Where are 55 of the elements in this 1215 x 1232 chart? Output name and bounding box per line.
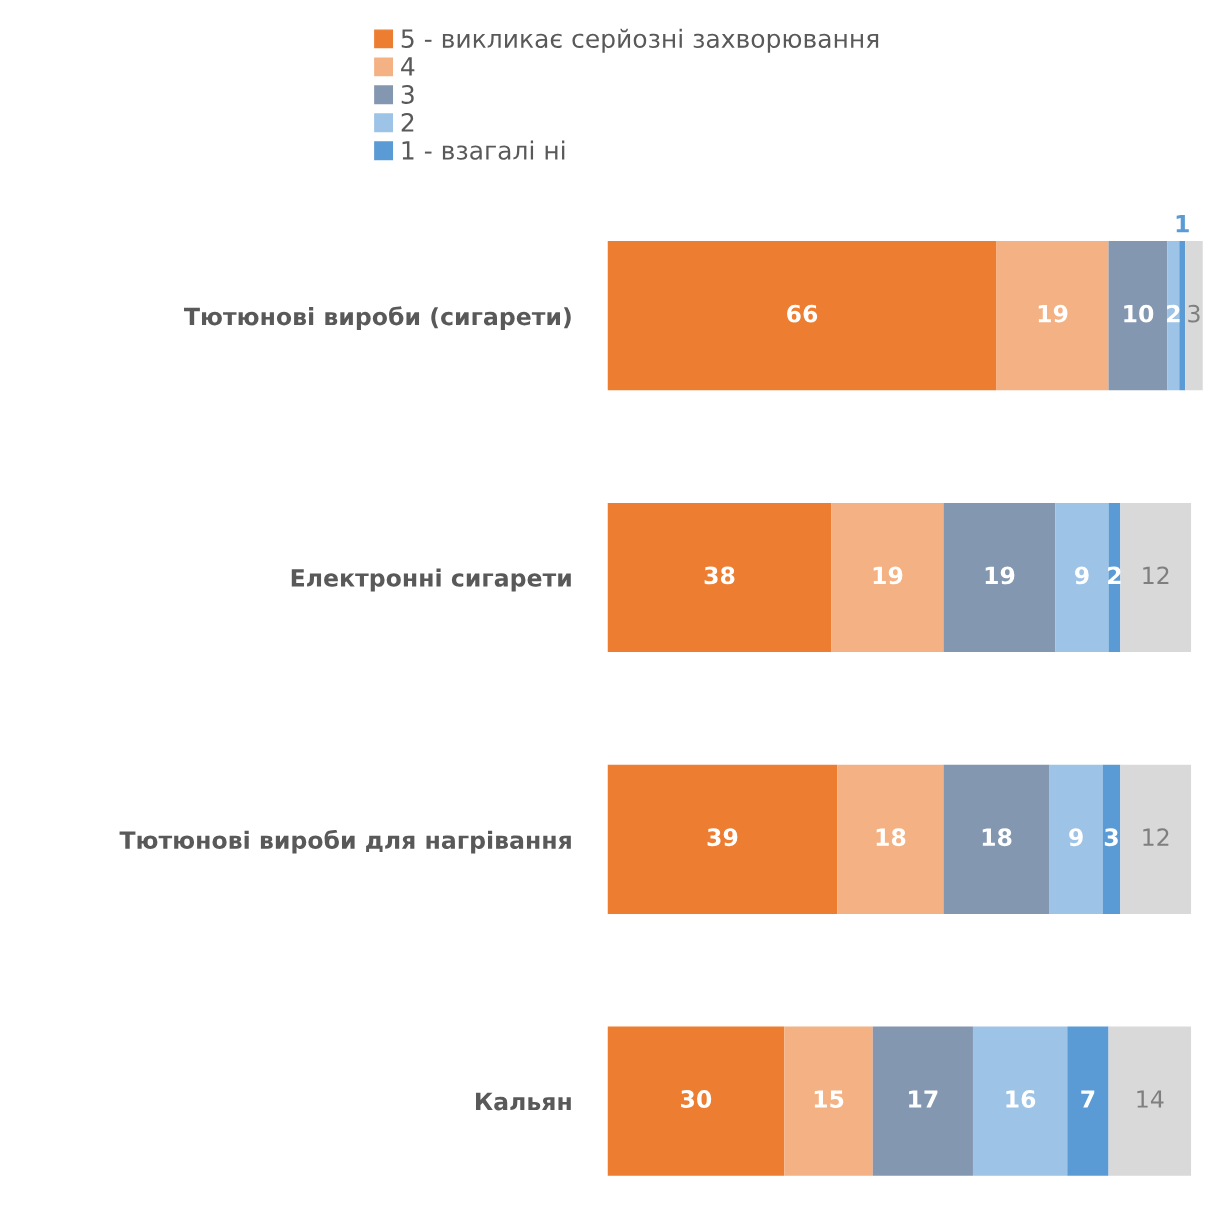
legend-label: 3: [401, 84, 414, 104]
y-tick-label: Електронні сигарети: [291, 568, 571, 592]
data-label: 7: [1081, 1090, 1095, 1108]
data-label: 39: [707, 828, 738, 847]
legend-label: 4: [401, 57, 415, 76]
bar: [1185, 241, 1203, 391]
bar: [943, 764, 1050, 914]
bar: [1102, 764, 1121, 914]
legend-label: 1 - взагалі ні: [402, 140, 565, 160]
bar: [872, 1026, 973, 1176]
bar: [607, 502, 832, 653]
bar: [1167, 241, 1180, 391]
data-label: 18: [876, 828, 906, 847]
bar: [1055, 502, 1109, 653]
bar: [1108, 1026, 1192, 1176]
bar: [831, 502, 944, 653]
data-label: 30: [681, 1090, 712, 1108]
bar: [1120, 764, 1192, 914]
data-label: 2: [1167, 304, 1180, 323]
data-label: 1: [1176, 215, 1189, 233]
bar: [996, 241, 1109, 391]
legend-label: 2: [401, 112, 414, 132]
bar: [1108, 241, 1168, 391]
data-label: 12: [1143, 566, 1169, 585]
data-label: 9: [1075, 566, 1089, 585]
data-label: 16: [1006, 1090, 1036, 1108]
data-label: 19: [1038, 304, 1068, 323]
bar: [1067, 1026, 1109, 1176]
data-label: 10: [1124, 304, 1154, 323]
data-label: 14: [1137, 1090, 1164, 1108]
y-tick-label: Тютюнові вироби (сигарети): [184, 306, 571, 330]
bar: [607, 1026, 785, 1176]
bar: [784, 1026, 873, 1176]
data-label: 12: [1143, 828, 1169, 846]
data-label: 66: [787, 304, 818, 323]
data-label: 19: [985, 566, 1015, 585]
bar: [1049, 764, 1103, 914]
data-label: 38: [704, 566, 735, 585]
bar: [1120, 502, 1192, 653]
data-label: 3: [1188, 304, 1200, 323]
bar: [607, 241, 997, 391]
data-label: 17: [909, 1090, 938, 1108]
data-label: 19: [873, 566, 903, 585]
bar: [943, 502, 1056, 653]
data-label: 3: [1104, 828, 1118, 847]
y-tick-label: Тютюнові вироби для нагрівання: [119, 829, 571, 854]
data-label: 15: [814, 1090, 844, 1108]
bar: [972, 1026, 1068, 1176]
legend-label: 5 - викликає серйозні захворювання: [401, 28, 879, 53]
data-label: 9: [1069, 828, 1083, 847]
y-tick-label: Кальян: [476, 1092, 571, 1111]
bar: [837, 764, 944, 914]
data-label: 18: [982, 828, 1012, 847]
bar: [1179, 241, 1186, 391]
bar: [607, 764, 838, 914]
